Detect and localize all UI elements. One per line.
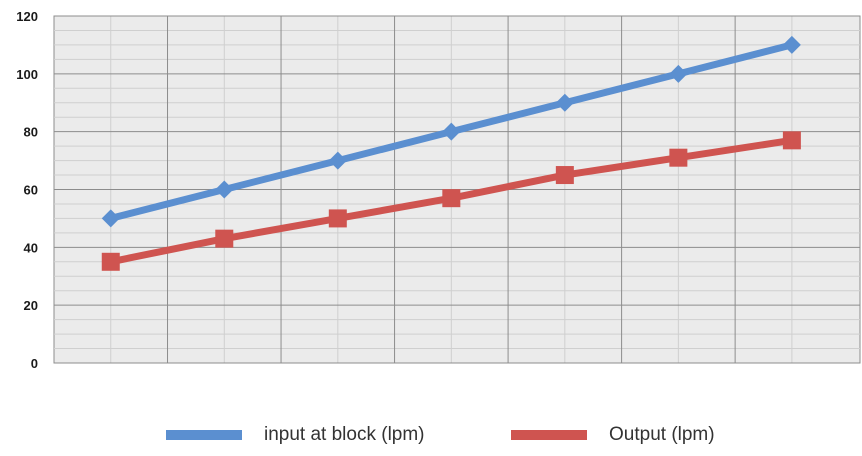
legend-item-output: Output (lpm) (511, 424, 715, 446)
y-axis-tick-labels: 0 20 40 60 80 100 120 (16, 9, 38, 371)
data-point (442, 122, 461, 141)
line-chart: 0 20 40 60 80 100 120 (16, 9, 861, 371)
legend-swatch-input (166, 430, 242, 440)
data-point (215, 180, 234, 199)
series-0 (101, 35, 801, 228)
y-tick-label: 20 (24, 298, 38, 313)
data-point (328, 151, 347, 170)
data-point (555, 93, 574, 112)
legend-item-input: input at block (lpm) (166, 424, 425, 446)
legend-swatch-output (511, 430, 587, 440)
y-tick-label: 0 (31, 356, 38, 371)
y-tick-label: 40 (24, 240, 38, 255)
y-tick-label: 80 (24, 125, 38, 140)
series-layer (101, 35, 801, 271)
data-point (669, 64, 688, 83)
data-point (555, 166, 574, 185)
series-1 (101, 131, 801, 271)
data-point (782, 131, 801, 150)
y-tick-label: 120 (16, 9, 38, 24)
legend: input at block (lpm) Output (lpm) (0, 424, 862, 454)
y-tick-label: 60 (24, 183, 38, 198)
data-point (215, 229, 234, 248)
data-point (328, 209, 347, 228)
data-point (101, 209, 120, 228)
data-point (782, 35, 801, 54)
legend-label-output: Output (lpm) (609, 424, 715, 445)
data-point (442, 189, 461, 208)
data-point (101, 252, 120, 271)
data-point (669, 148, 688, 167)
y-tick-label: 100 (16, 67, 38, 82)
legend-label-input: input at block (lpm) (264, 424, 425, 445)
